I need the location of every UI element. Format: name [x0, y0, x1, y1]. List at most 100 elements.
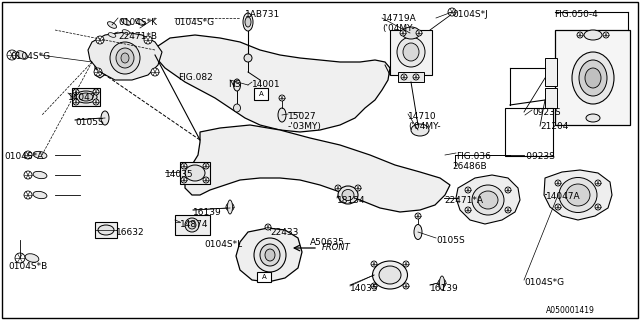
Circle shape: [595, 180, 601, 186]
Circle shape: [24, 151, 32, 159]
Polygon shape: [185, 125, 450, 212]
Text: 0104S*G: 0104S*G: [10, 52, 50, 61]
Circle shape: [73, 89, 79, 95]
Circle shape: [403, 283, 409, 289]
Circle shape: [93, 99, 99, 105]
Text: FIG.082: FIG.082: [178, 73, 212, 82]
Text: 0104S*J: 0104S*J: [452, 10, 488, 19]
Ellipse shape: [338, 186, 358, 204]
Circle shape: [448, 8, 456, 16]
Circle shape: [181, 177, 187, 183]
Text: A: A: [259, 91, 264, 97]
Text: 26486B: 26486B: [452, 162, 486, 171]
Circle shape: [577, 32, 583, 38]
Circle shape: [24, 191, 32, 199]
Bar: [505, 108, 553, 156]
Ellipse shape: [254, 238, 286, 272]
Polygon shape: [456, 175, 520, 224]
Ellipse shape: [101, 111, 109, 125]
Ellipse shape: [33, 191, 47, 199]
Ellipse shape: [188, 221, 196, 229]
Circle shape: [400, 30, 406, 36]
Ellipse shape: [25, 254, 39, 262]
Circle shape: [151, 68, 159, 76]
Ellipse shape: [440, 276, 445, 290]
Bar: [95, 222, 117, 238]
Ellipse shape: [278, 108, 286, 122]
Text: FIG.050-4: FIG.050-4: [554, 10, 598, 19]
Ellipse shape: [185, 218, 199, 232]
Ellipse shape: [79, 93, 93, 101]
Ellipse shape: [403, 43, 419, 61]
Ellipse shape: [342, 189, 354, 201]
Ellipse shape: [227, 200, 232, 214]
Text: 14719A: 14719A: [382, 14, 417, 23]
Circle shape: [203, 177, 209, 183]
Ellipse shape: [136, 19, 145, 25]
Circle shape: [416, 30, 422, 36]
Circle shape: [595, 204, 601, 210]
Text: 14874: 14874: [180, 220, 209, 229]
Text: 22471*A: 22471*A: [444, 196, 483, 205]
Circle shape: [203, 163, 209, 169]
Ellipse shape: [98, 225, 114, 235]
Text: -'03MY): -'03MY): [288, 122, 322, 131]
Bar: [72, 88, 100, 106]
Text: 0104S*G: 0104S*G: [174, 18, 214, 27]
Text: FIG.036: FIG.036: [456, 152, 491, 161]
Ellipse shape: [472, 185, 504, 215]
Circle shape: [555, 180, 561, 186]
Ellipse shape: [579, 60, 607, 96]
Circle shape: [555, 204, 561, 210]
Ellipse shape: [478, 191, 498, 209]
Ellipse shape: [110, 42, 140, 74]
Circle shape: [355, 185, 361, 191]
Bar: [545, 88, 557, 108]
Polygon shape: [544, 170, 612, 220]
Text: A50635: A50635: [310, 238, 345, 247]
Circle shape: [93, 89, 99, 95]
Circle shape: [279, 95, 285, 101]
Ellipse shape: [379, 266, 401, 284]
Circle shape: [371, 283, 377, 289]
Text: 14710: 14710: [408, 112, 436, 121]
Circle shape: [465, 207, 471, 213]
Ellipse shape: [372, 261, 408, 289]
Bar: [545, 58, 557, 86]
Text: 0923S: 0923S: [532, 108, 561, 117]
Bar: [254, 88, 268, 100]
Text: 15027: 15027: [288, 112, 317, 121]
Ellipse shape: [245, 17, 251, 27]
Ellipse shape: [234, 104, 241, 112]
Ellipse shape: [260, 244, 280, 266]
Bar: [180, 162, 210, 184]
Circle shape: [505, 207, 511, 213]
Ellipse shape: [33, 171, 47, 179]
Ellipse shape: [566, 184, 590, 206]
Text: 0104S*K: 0104S*K: [118, 18, 157, 27]
Circle shape: [15, 253, 25, 263]
Bar: [398, 72, 424, 82]
Ellipse shape: [584, 30, 602, 40]
Text: 0105S: 0105S: [436, 236, 465, 245]
Circle shape: [403, 261, 409, 267]
Bar: [175, 215, 210, 235]
Text: -0923S: -0923S: [524, 152, 556, 161]
Circle shape: [144, 36, 152, 44]
Ellipse shape: [243, 13, 253, 31]
Ellipse shape: [185, 165, 205, 181]
Ellipse shape: [585, 68, 601, 88]
Circle shape: [24, 171, 32, 179]
Ellipse shape: [121, 53, 129, 63]
Text: ('04MY-: ('04MY-: [408, 122, 440, 131]
Circle shape: [603, 32, 609, 38]
Ellipse shape: [122, 30, 130, 34]
Polygon shape: [236, 228, 302, 282]
Text: NS: NS: [228, 80, 241, 89]
Circle shape: [96, 36, 104, 44]
Text: 22433: 22433: [270, 228, 298, 237]
Circle shape: [226, 203, 234, 211]
Text: 14047A: 14047A: [546, 192, 580, 201]
Ellipse shape: [559, 178, 597, 212]
Ellipse shape: [586, 114, 600, 122]
